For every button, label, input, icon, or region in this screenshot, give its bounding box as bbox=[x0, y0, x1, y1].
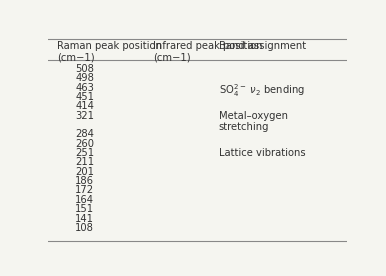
Text: Metal–oxygen
stretching: Metal–oxygen stretching bbox=[219, 111, 288, 132]
Text: 284: 284 bbox=[75, 129, 94, 139]
Text: 498: 498 bbox=[75, 73, 94, 83]
Text: 211: 211 bbox=[75, 157, 94, 168]
Text: 463: 463 bbox=[75, 83, 94, 93]
Text: 186: 186 bbox=[75, 176, 94, 186]
Text: 451: 451 bbox=[75, 92, 94, 102]
Text: 108: 108 bbox=[75, 223, 94, 233]
Text: 151: 151 bbox=[75, 204, 94, 214]
Text: 508: 508 bbox=[75, 64, 94, 74]
Text: Lattice vibrations: Lattice vibrations bbox=[219, 148, 305, 158]
Text: Band assignment: Band assignment bbox=[219, 41, 306, 51]
Text: SO$_4^{2-}$ $\nu_2$ bending: SO$_4^{2-}$ $\nu_2$ bending bbox=[219, 83, 305, 99]
Text: 321: 321 bbox=[75, 111, 94, 121]
Text: 260: 260 bbox=[75, 139, 94, 149]
Text: 414: 414 bbox=[75, 101, 94, 111]
Text: 141: 141 bbox=[75, 214, 94, 224]
Text: 172: 172 bbox=[75, 185, 94, 195]
Text: 201: 201 bbox=[75, 167, 94, 177]
Text: Raman peak position
(cm−1): Raman peak position (cm−1) bbox=[57, 41, 162, 62]
Text: Infrared peak position
(cm−1): Infrared peak position (cm−1) bbox=[153, 41, 262, 62]
Text: 251: 251 bbox=[75, 148, 94, 158]
Text: 164: 164 bbox=[75, 195, 94, 205]
